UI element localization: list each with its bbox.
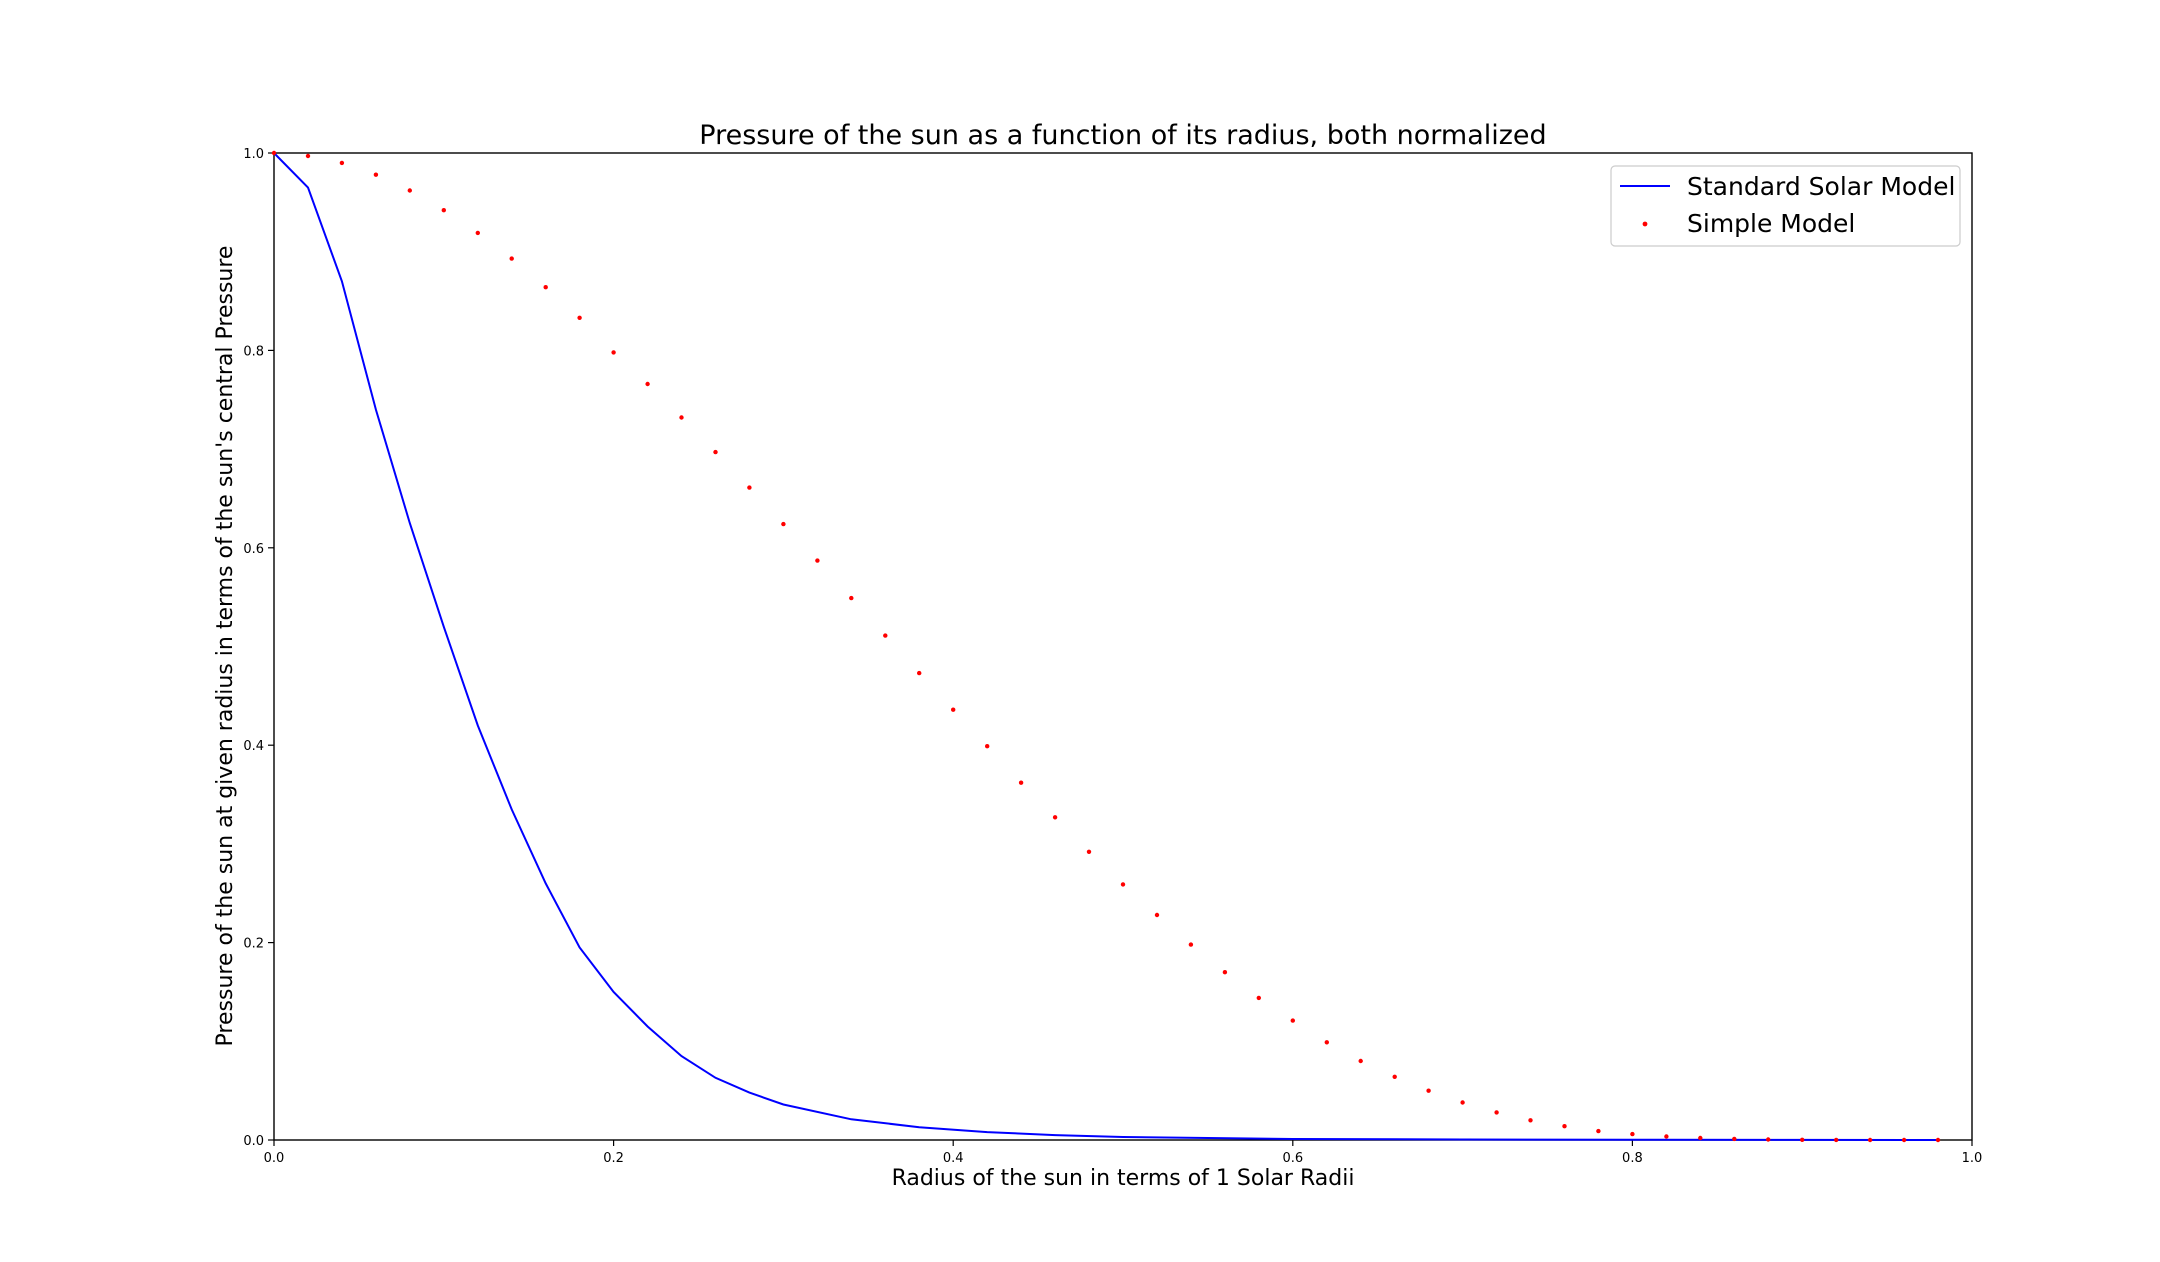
series-point-simple-model bbox=[1358, 1058, 1363, 1064]
series-point-simple-model bbox=[441, 208, 446, 213]
series-point-simple-model bbox=[1935, 1137, 1941, 1143]
series-point-simple-model bbox=[951, 707, 956, 712]
series-point-simple-model bbox=[611, 350, 616, 355]
series-point-simple-model bbox=[781, 521, 786, 527]
y-axis: 0.0 0.2 0.4 0.6 0.8 1.0 bbox=[243, 147, 274, 1149]
series-point-simple-model bbox=[883, 633, 888, 638]
y-tick-label: 0.0 bbox=[243, 1134, 264, 1149]
series-point-simple-model bbox=[1018, 780, 1024, 785]
series-point-simple-model bbox=[917, 670, 922, 676]
series-point-simple-model bbox=[1664, 1134, 1669, 1139]
legend-label-simple: Simple Model bbox=[1687, 209, 1855, 238]
series-point-simple-model bbox=[1800, 1137, 1805, 1143]
series-point-simple-model bbox=[815, 558, 820, 563]
series-point-simple-model bbox=[1052, 815, 1058, 820]
series-point-simple-model bbox=[1630, 1131, 1635, 1137]
series-point-simple-model bbox=[1596, 1128, 1601, 1134]
y-axis-title: Pressure of the sun at given radius in t… bbox=[213, 246, 238, 1047]
series-point-simple-model bbox=[407, 188, 412, 193]
series-point-simple-model bbox=[1834, 1137, 1839, 1143]
series-point-simple-model bbox=[1392, 1074, 1397, 1080]
series-point-simple-model bbox=[1222, 970, 1228, 975]
x-tick-label: 0.4 bbox=[943, 1151, 964, 1166]
series-point-simple-model bbox=[1494, 1110, 1499, 1115]
x-tick-label: 0.0 bbox=[264, 1151, 285, 1166]
y-tick-label: 0.4 bbox=[243, 739, 264, 754]
legend-dot-marker bbox=[1642, 221, 1648, 227]
series-point-simple-model bbox=[305, 153, 311, 159]
x-tick-label: 0.2 bbox=[603, 1151, 624, 1166]
y-tick-label: 0.8 bbox=[243, 344, 264, 359]
series-point-simple-model bbox=[339, 160, 345, 166]
series-point-simple-model bbox=[509, 256, 514, 261]
series-point-simple-model bbox=[1901, 1137, 1907, 1143]
series-point-simple-model bbox=[271, 150, 277, 156]
x-axis-title: Radius of the sun in terms of 1 Solar Ra… bbox=[892, 1166, 1355, 1191]
x-tick-label: 1.0 bbox=[1962, 1151, 1983, 1166]
series-point-simple-model bbox=[645, 381, 650, 387]
chart-title: Pressure of the sun as a function of its… bbox=[699, 120, 1546, 151]
series-point-simple-model bbox=[985, 744, 990, 749]
series-point-simple-model bbox=[713, 449, 718, 455]
legend-box bbox=[1610, 165, 1961, 247]
series-point-simple-model bbox=[1766, 1137, 1771, 1142]
series-line-standard-solar-model bbox=[273, 152, 1939, 1141]
series-layer bbox=[271, 150, 1941, 1143]
series-point-simple-model bbox=[679, 415, 684, 420]
series-point-simple-model bbox=[475, 230, 480, 236]
series-point-simple-model bbox=[1528, 1118, 1533, 1123]
series-point-simple-model bbox=[1562, 1124, 1567, 1129]
series-point-simple-model bbox=[1324, 1040, 1330, 1045]
series-point-simple-model bbox=[1460, 1100, 1465, 1105]
series-point-simple-model bbox=[1698, 1135, 1703, 1141]
x-tick-label: 0.8 bbox=[1622, 1151, 1643, 1166]
series-point-simple-model bbox=[1426, 1088, 1431, 1093]
y-tick-label: 0.6 bbox=[243, 542, 264, 557]
series-point-simple-model bbox=[747, 485, 752, 490]
series-point-simple-model bbox=[849, 595, 854, 601]
series-point-simple-model bbox=[577, 315, 582, 320]
x-axis: 0.0 0.2 0.4 0.6 0.8 1.0 bbox=[264, 1140, 1983, 1166]
series-point-simple-model bbox=[1188, 942, 1194, 947]
series-point-simple-model bbox=[1154, 912, 1160, 918]
legend: Standard Solar Model Simple Model bbox=[1610, 165, 1961, 247]
series-point-simple-model bbox=[373, 172, 379, 177]
series-point-simple-model bbox=[1290, 1018, 1296, 1023]
y-tick-label: 0.2 bbox=[243, 937, 264, 952]
series-point-simple-model bbox=[1086, 849, 1092, 854]
series-point-simple-model bbox=[1120, 882, 1126, 887]
plot-area bbox=[273, 152, 1973, 1141]
series-point-simple-model bbox=[543, 285, 548, 290]
series-point-simple-model bbox=[1256, 995, 1262, 1001]
y-tick-label: 1.0 bbox=[243, 147, 264, 162]
series-point-simple-model bbox=[1732, 1136, 1737, 1142]
x-tick-label: 0.6 bbox=[1282, 1151, 1303, 1166]
series-point-simple-model bbox=[1867, 1137, 1873, 1143]
legend-label-standard: Standard Solar Model bbox=[1687, 172, 1955, 201]
